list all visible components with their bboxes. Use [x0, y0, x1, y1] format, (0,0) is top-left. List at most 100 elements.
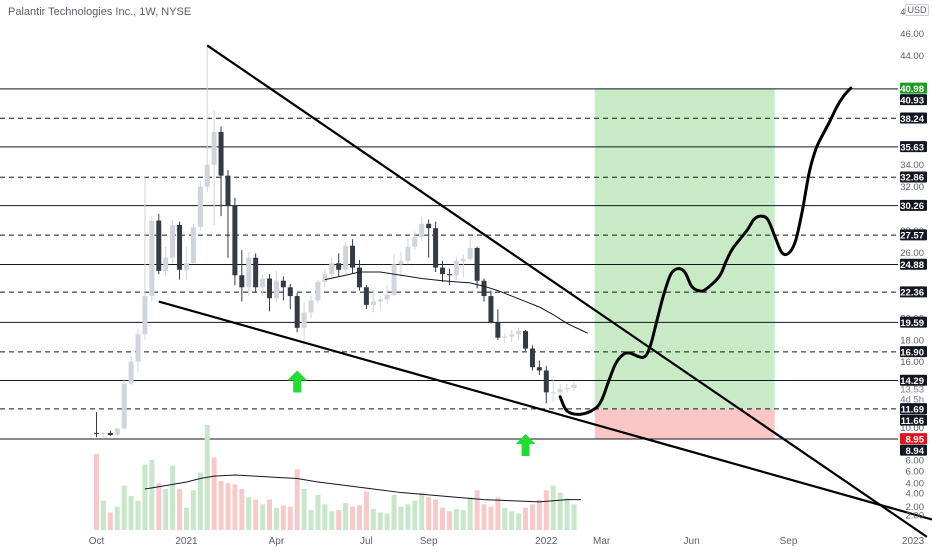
- candle-body: [481, 280, 487, 297]
- candle-body: [218, 131, 224, 176]
- volume-bar: [253, 499, 259, 530]
- candle-body: [163, 257, 169, 271]
- candle-body: [426, 223, 432, 229]
- volume-bar: [433, 499, 439, 530]
- candle-body: [204, 164, 210, 187]
- time-tick-label: Apr: [269, 536, 285, 547]
- candle-body: [377, 299, 383, 302]
- volume-bar: [481, 504, 487, 530]
- candle-body: [211, 131, 217, 165]
- candle-body: [370, 301, 376, 305]
- volume-bar: [280, 505, 286, 530]
- level-badge-label: 8.95: [906, 434, 925, 445]
- volume-bar: [294, 469, 300, 530]
- price-tick-label: 32.00: [900, 182, 924, 193]
- time-tick-label: 2023: [902, 536, 925, 547]
- volume-bar: [218, 480, 224, 530]
- level-badge-label: 30.26: [900, 201, 924, 212]
- time-tick-label: Sep: [420, 536, 438, 547]
- volume-bar: [170, 465, 176, 530]
- level-badge: [900, 112, 927, 124]
- level-badge: [900, 346, 927, 358]
- candle-body: [273, 280, 279, 299]
- candle-body: [100, 432, 106, 434]
- candle-body: [287, 287, 293, 297]
- overlay-lines-layer: [144, 44, 932, 538]
- level-badge: [900, 258, 927, 270]
- candle-body: [246, 257, 252, 288]
- volume-bar: [440, 507, 445, 530]
- volume-bar: [509, 511, 515, 530]
- volume-bar: [246, 497, 252, 530]
- candle-body: [315, 281, 321, 301]
- currency-label: USD: [905, 4, 929, 16]
- volume-bar: [467, 497, 473, 530]
- countdown-label: 4d 5h: [900, 394, 924, 405]
- level-badge: [900, 229, 927, 241]
- volume-bar: [183, 507, 189, 530]
- volume-bar: [149, 459, 155, 530]
- volume-bar: [453, 508, 459, 530]
- volume-bar: [114, 506, 120, 530]
- candle-body: [398, 261, 404, 265]
- time-tick-label: 2022: [535, 536, 558, 547]
- candle-body: [419, 223, 425, 237]
- chart-title: Palantir Technologies Inc., 1W, NYSE: [8, 6, 192, 18]
- volume-bar: [370, 508, 376, 530]
- level-badge-label: 35.63: [900, 142, 924, 153]
- level-badge-label: 32.86: [900, 173, 924, 184]
- candle-body: [280, 280, 286, 288]
- candle-body: [509, 334, 515, 337]
- level-badge-label: 11.69: [901, 404, 924, 415]
- candle-body: [121, 383, 127, 429]
- candle-body: [135, 334, 141, 362]
- projection-path: [558, 86, 853, 416]
- price-tick-label: 34.00: [900, 160, 924, 171]
- candle-body: [571, 384, 577, 388]
- volume-bar: [336, 510, 342, 530]
- position-zones-layer: [594, 88, 775, 439]
- candle-body: [384, 294, 390, 300]
- volume-bar: [273, 507, 279, 530]
- arrows-layer: [287, 370, 536, 456]
- candle-body: [107, 432, 113, 436]
- volume-bar: [121, 485, 127, 530]
- level-badge-label: 8.94: [906, 446, 925, 457]
- candle-body: [197, 186, 203, 228]
- volume-bar: [135, 500, 141, 530]
- level-badge-label: 22.36: [900, 288, 924, 299]
- moving-average-line: [324, 271, 589, 334]
- price-tick-label: 2.00: [906, 510, 925, 521]
- volume-bar: [571, 504, 577, 530]
- candle-body: [412, 236, 418, 247]
- volume-bar: [446, 511, 452, 530]
- level-badge: [900, 414, 927, 426]
- candle-body: [405, 246, 411, 262]
- level-badge-label: 16.90: [900, 347, 924, 358]
- candle-body: [336, 263, 342, 270]
- level-badge: [900, 374, 927, 386]
- volume-bar: [315, 494, 321, 530]
- candles-layer: [94, 44, 577, 438]
- volume-tick-label: 2.00: [906, 502, 925, 513]
- volume-bar: [523, 507, 529, 530]
- candle-body: [474, 247, 480, 281]
- price-tick-label: 46.00: [900, 29, 924, 40]
- candle-body: [114, 428, 120, 436]
- candle-body: [128, 361, 134, 384]
- volume-bar: [564, 498, 570, 530]
- up-arrow-icon: [287, 370, 308, 393]
- volume-bar: [391, 494, 397, 530]
- volume-bar: [474, 490, 480, 530]
- candle-body: [190, 227, 196, 264]
- candle-body: [467, 247, 473, 259]
- candle-body: [363, 287, 369, 305]
- time-tick-label: Oct: [89, 536, 105, 547]
- candle-body: [177, 224, 183, 270]
- volume-bar: [211, 457, 217, 530]
- volume-bar: [426, 497, 432, 530]
- price-tick-label: 26.00: [900, 248, 924, 259]
- candle-body: [294, 296, 300, 328]
